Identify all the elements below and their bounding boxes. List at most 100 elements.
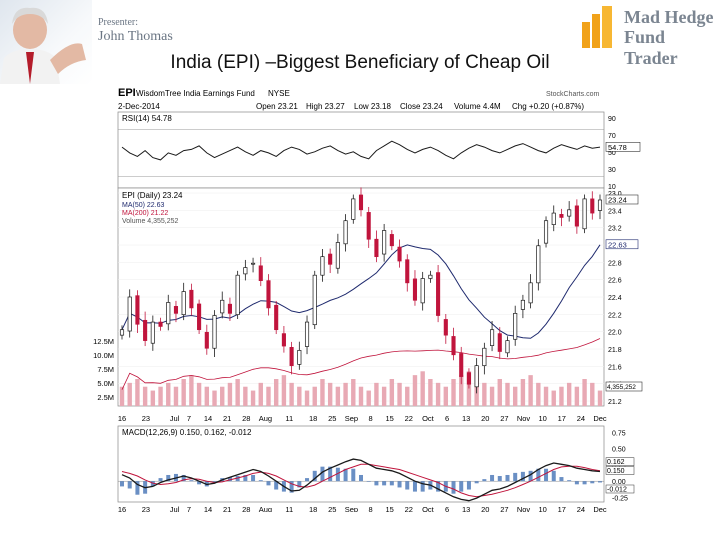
volume-bar xyxy=(243,386,248,406)
x-tick-label: Oct xyxy=(422,414,435,423)
macd-hist-bar xyxy=(366,481,371,482)
x-tick-label: 13 xyxy=(462,505,470,512)
volume-bar xyxy=(181,379,186,406)
chart-source: StockCharts.com xyxy=(546,91,599,98)
candle-body xyxy=(405,259,410,284)
x-axis-labels-bottom: 16 23 Jul 7 14 21 28 Aug 11 18 25 Sep 8 15 22 Oct 6 13 20 2… xyxy=(118,505,607,512)
x-tick-label: 28 xyxy=(242,414,250,423)
candle-body xyxy=(343,220,348,245)
volume-bar xyxy=(420,371,425,406)
ma200-legend: MA(200) 21.22 xyxy=(122,210,168,217)
candle-body xyxy=(505,340,510,354)
candle-body xyxy=(335,242,340,269)
volume-bar xyxy=(289,382,294,406)
macd-hist-bar xyxy=(359,474,363,482)
candle-body xyxy=(443,319,448,336)
volume-bar xyxy=(250,390,256,406)
candle-body xyxy=(358,194,364,211)
volume-bar xyxy=(543,386,549,406)
volume-bar xyxy=(520,379,526,406)
candle-body xyxy=(235,274,240,316)
x-tick-label: 18 xyxy=(309,414,317,423)
candle-body xyxy=(436,272,441,316)
macd-hist-bar xyxy=(505,474,510,482)
volume-bar xyxy=(582,379,587,406)
chart-exchange: NYSE xyxy=(268,89,290,98)
candle-body xyxy=(197,303,202,331)
rsi-line xyxy=(121,140,601,161)
macd-hist-bar xyxy=(274,481,279,490)
presenter-label: Presenter: xyxy=(98,17,138,28)
candle-body xyxy=(243,267,248,275)
price-tick-label: 21.2 xyxy=(608,399,622,406)
candle-body xyxy=(382,230,387,255)
x-tick-label: 24 xyxy=(577,414,585,423)
volume-bar xyxy=(320,379,325,406)
candle-body xyxy=(389,234,394,247)
x-tick-label: 15 xyxy=(386,414,394,423)
x-tick-label: 25 xyxy=(328,505,336,512)
volume-bar xyxy=(428,379,433,406)
volume-bar xyxy=(389,379,395,406)
volume-bar xyxy=(412,375,418,406)
x-tick-label: 13 xyxy=(462,414,470,423)
macd-tick-label: -0.25 xyxy=(612,495,628,502)
macd-hist-bar xyxy=(405,481,410,490)
rsi-grid xyxy=(118,129,604,177)
macd-histogram xyxy=(120,466,602,495)
rsi-legend: RSI(14) 54.78 xyxy=(122,114,172,123)
quote-volume: Volume 4.4M xyxy=(454,102,501,111)
candle-body xyxy=(204,331,209,349)
candle-body xyxy=(374,238,379,258)
candle-body xyxy=(158,321,163,327)
macd-hist-bar xyxy=(320,466,325,482)
volume-bar xyxy=(235,379,240,406)
x-tick-label: 11 xyxy=(285,505,293,512)
ma50-line xyxy=(121,244,601,339)
x-tick-label: 25 xyxy=(328,414,336,423)
candle-body xyxy=(590,198,595,214)
x-tick-label: 16 xyxy=(118,505,126,512)
volume-bar xyxy=(327,382,333,406)
volume-bar xyxy=(574,386,580,406)
candle-body xyxy=(312,274,317,326)
x-tick-label: 10 xyxy=(538,414,546,423)
volume-tick-label: 7.5M xyxy=(97,365,114,374)
volume-bar xyxy=(189,375,194,406)
x-tick-label: 14 xyxy=(204,414,212,423)
price-tick-label: 23.2 xyxy=(608,226,622,233)
stock-chart: EPI WisdomTree India Earnings Fund NYSE … xyxy=(93,87,643,512)
volume-bar xyxy=(381,386,387,406)
volume-bars xyxy=(119,367,603,406)
volume-bar xyxy=(166,382,171,406)
macd-hist-bar xyxy=(459,481,464,492)
macd-hist-bar xyxy=(389,481,394,486)
x-tick-label: 24 xyxy=(577,505,585,512)
volume-bar xyxy=(281,375,287,406)
candle-body xyxy=(297,350,302,365)
macd-hist-bar xyxy=(567,480,572,482)
volume-bar xyxy=(397,382,402,406)
x-tick-label: Aug xyxy=(259,505,272,512)
candle-body xyxy=(258,265,263,282)
svg-text:54.78: 54.78 xyxy=(608,143,627,152)
volume-bar xyxy=(497,379,502,406)
volume-bar xyxy=(451,379,456,406)
volume-bar xyxy=(335,386,341,406)
price-last-marker: 23.24 xyxy=(605,194,639,204)
svg-text:4,355,252: 4,355,252 xyxy=(607,384,636,391)
candle-body xyxy=(490,329,495,346)
x-tick-label: Sep xyxy=(345,505,358,512)
volume-bar xyxy=(443,386,449,406)
volume-last-marker: 4,355,252 xyxy=(605,381,643,392)
candle-body xyxy=(497,333,502,352)
candle-body xyxy=(551,212,556,225)
quote-high: High 23.27 xyxy=(306,102,345,111)
quote-change: Chg +0.20 (+0.87%) xyxy=(512,102,584,111)
candle-body xyxy=(513,313,518,340)
price-tick-label: 22.0 xyxy=(608,330,622,337)
macd-hist-bar xyxy=(127,481,132,489)
volume-bar xyxy=(505,382,510,406)
candle-body xyxy=(559,214,564,218)
x-tick-label: Jul xyxy=(170,414,180,423)
